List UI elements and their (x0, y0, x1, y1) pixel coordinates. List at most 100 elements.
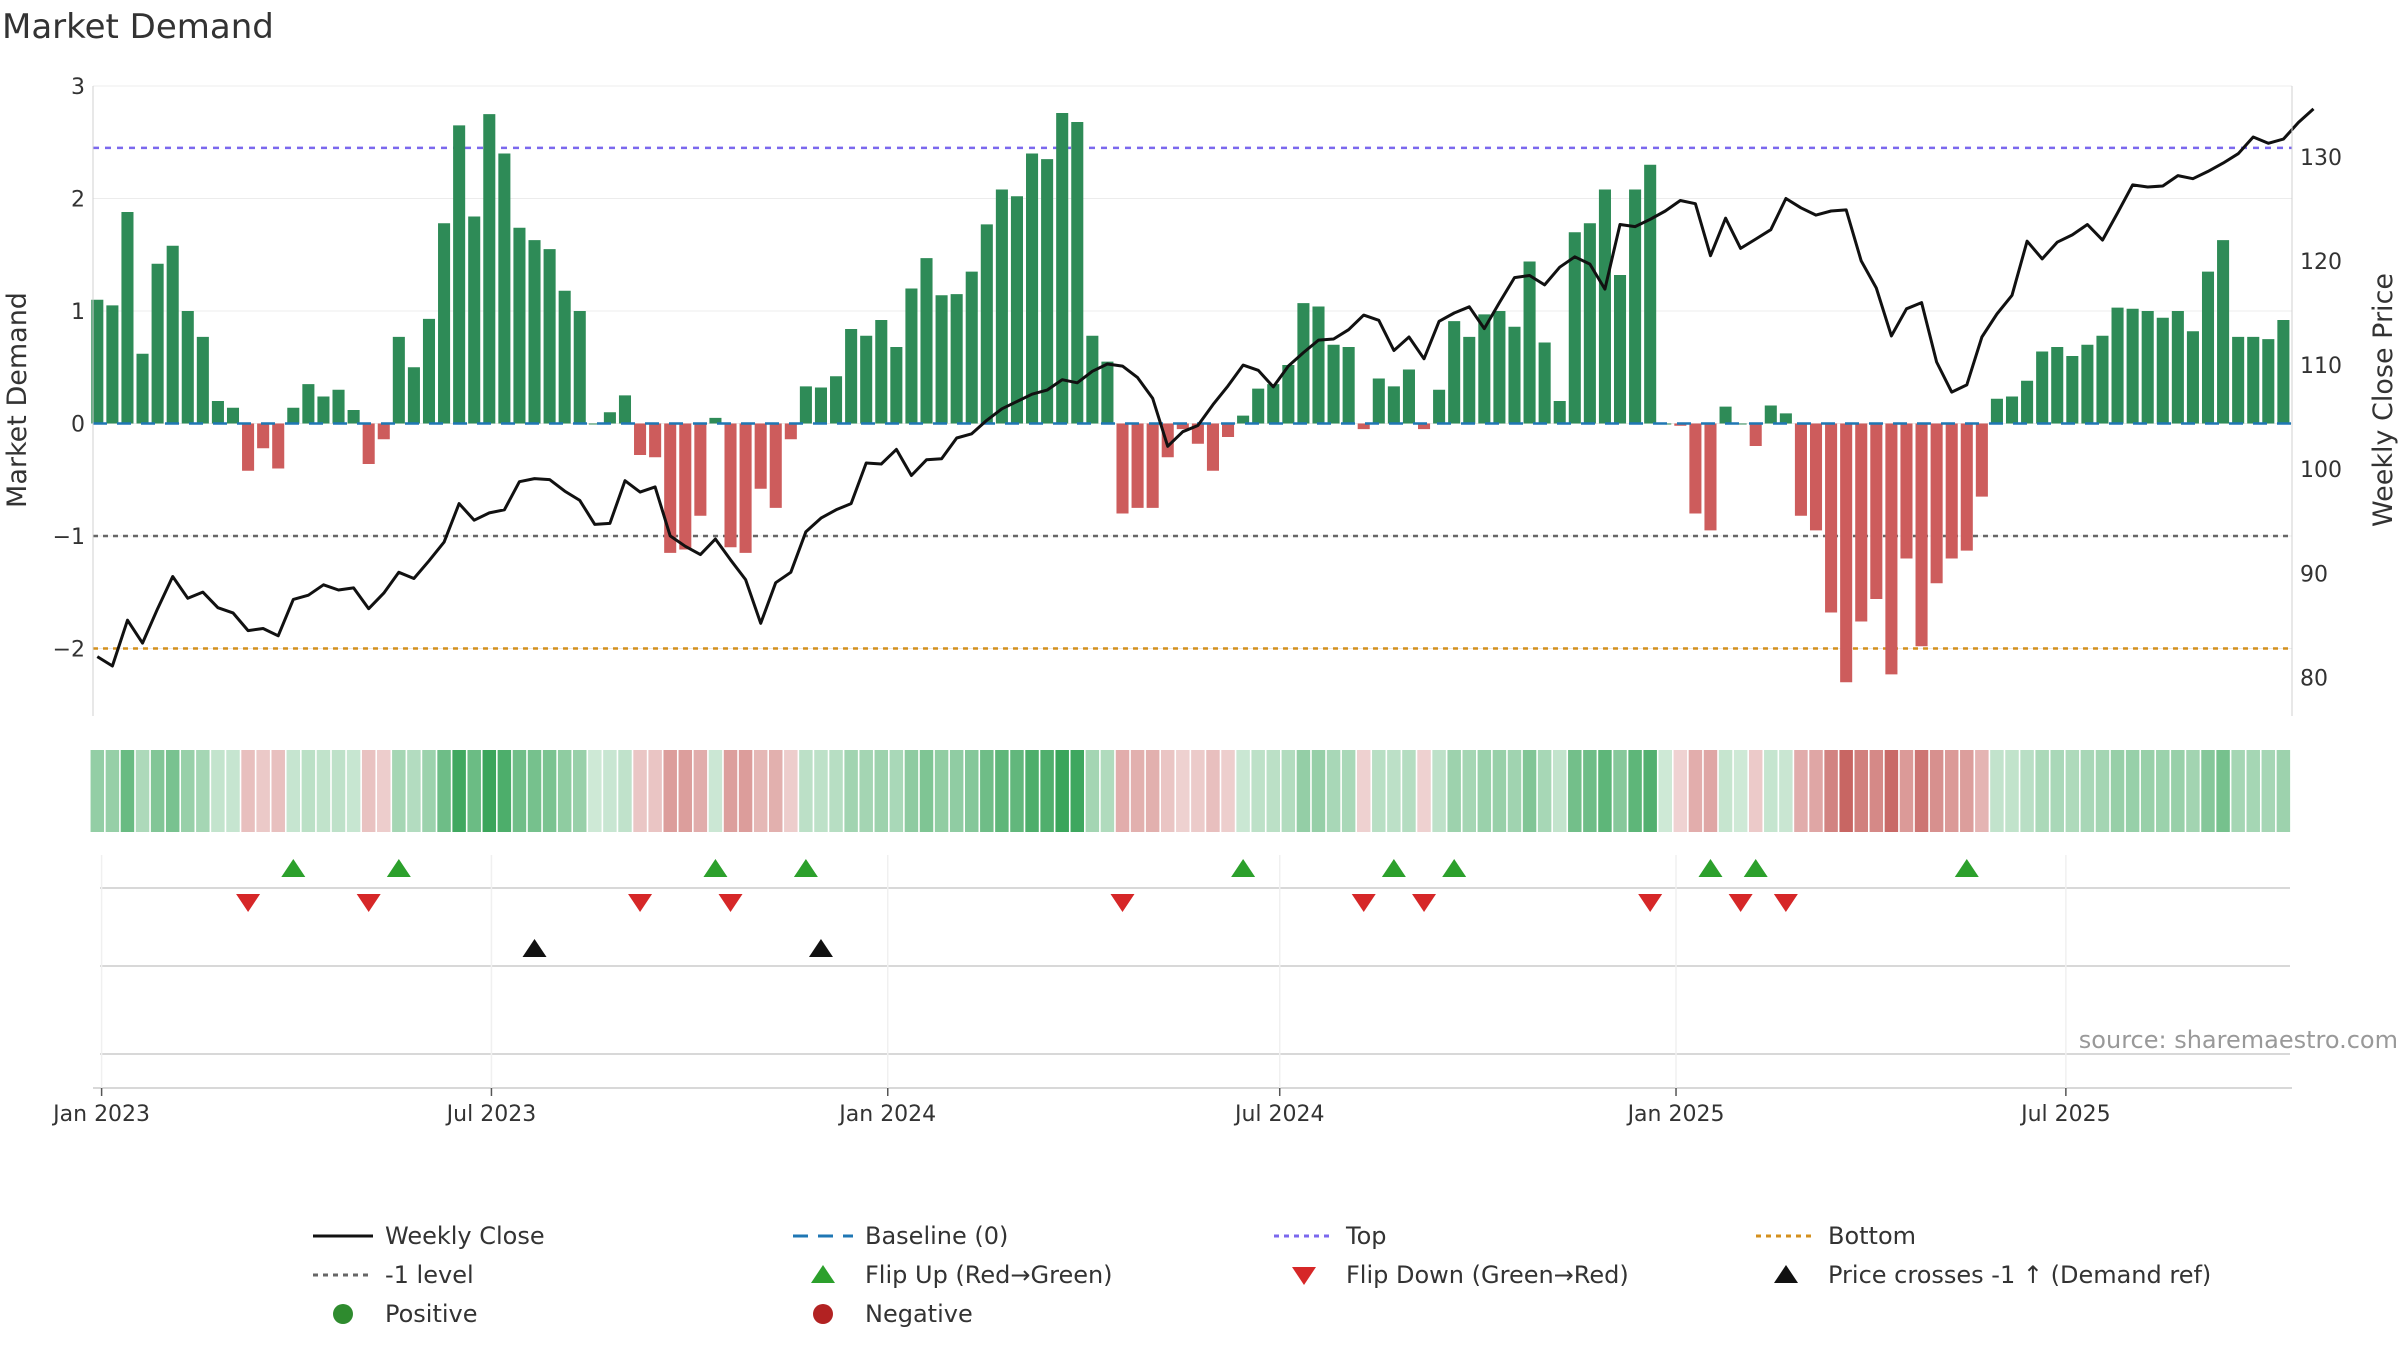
heat-cell (784, 750, 798, 832)
heat-cell (1568, 750, 1582, 832)
demand-bar (1116, 423, 1129, 514)
demand-bar (1297, 303, 1310, 424)
demand-bar (2021, 380, 2034, 424)
y-left-tick-label: 3 (71, 75, 85, 100)
demand-bar (226, 407, 240, 424)
demand-bar (1342, 347, 1355, 424)
heat-cell (527, 750, 542, 832)
demand-bar (1583, 223, 1596, 424)
heat-cell (1779, 750, 1793, 832)
demand-bar (2171, 311, 2184, 424)
heat-cell (1100, 750, 1115, 832)
heat-cell (1040, 750, 1054, 832)
demand-bar (302, 384, 315, 424)
legend-item-flip-up: Flip Up (Red→Green) (811, 1261, 1113, 1289)
heat-cell (1010, 750, 1024, 832)
legend-item-top: Top (1274, 1222, 1387, 1250)
heat-cell (980, 750, 994, 832)
heat-cell (1748, 750, 1763, 832)
heat-cell (467, 750, 481, 832)
heat-cell (316, 750, 331, 832)
heat-cell (2020, 750, 2034, 832)
demand-bar (1975, 423, 1988, 497)
heat-cell (753, 750, 768, 832)
flip-up-marker (703, 859, 728, 877)
demand-bar (1613, 275, 1627, 424)
demand-bar (151, 263, 164, 424)
heat-cell (211, 750, 225, 832)
demand-bar (513, 227, 526, 424)
flip-up-marker (1381, 859, 1406, 877)
demand-bar (528, 240, 541, 424)
flip-down-marker (628, 894, 653, 912)
heat-cell (452, 750, 466, 832)
demand-bar (1598, 189, 1611, 424)
demand-bar (121, 212, 134, 424)
demand-bar (1689, 423, 1702, 514)
demand-bar (1885, 423, 1898, 675)
heat-cell (1055, 750, 1069, 832)
price-cross-marker (522, 939, 547, 957)
heat-cell (1839, 750, 1853, 832)
x-tick-label: Jan 2025 (1626, 1102, 1725, 1127)
heat-cell (1884, 750, 1899, 832)
demand-bar (769, 423, 782, 508)
demand-bar (1493, 311, 1506, 424)
demand-bar (1508, 326, 1521, 424)
demand-bar (1478, 314, 1491, 424)
heat-cell (995, 750, 1009, 832)
flip-up-marker (793, 859, 818, 877)
demand-bar (1402, 369, 1415, 424)
heat-cell (1115, 750, 1130, 832)
heat-cell (2050, 750, 2064, 832)
demand-bar (2232, 336, 2245, 424)
heat-cell (844, 750, 858, 832)
demand-bar (1749, 423, 1762, 446)
flip-up-marker (1954, 859, 1979, 877)
demand-bar (830, 376, 843, 424)
demand-bar (106, 305, 119, 424)
x-tick-label: Jul 2023 (445, 1102, 537, 1127)
legend-label: Weekly Close (385, 1222, 545, 1250)
demand-bar (347, 410, 360, 424)
demand-bar (1523, 261, 1536, 424)
heat-cell (1688, 750, 1703, 832)
heat-cell (693, 750, 708, 832)
heat-cell (135, 750, 150, 832)
demand-bar (1704, 423, 1717, 531)
demand-bar (332, 389, 345, 424)
heat-cell (150, 750, 165, 832)
heat-cell (1447, 750, 1461, 832)
demand-bar (211, 401, 224, 424)
heat-cell (1794, 750, 1808, 832)
heat-cell (1160, 750, 1175, 832)
heat-cell (1658, 750, 1672, 832)
legend-label: Bottom (1828, 1222, 1916, 1250)
x-tick-label: Jul 2025 (2019, 1102, 2111, 1127)
demand-bar (1312, 306, 1325, 424)
heat-cell (346, 750, 361, 832)
heat-cell (1598, 750, 1612, 832)
legend-label: Baseline (0) (865, 1222, 1008, 1250)
demand-bar (1237, 415, 1250, 424)
heat-cell (1402, 750, 1416, 832)
demand-bar (860, 335, 873, 424)
demand-bar (1915, 423, 1928, 647)
flip-down-marker (1351, 894, 1376, 912)
demand-bar (498, 153, 511, 424)
legend-label: Negative (865, 1300, 973, 1328)
heat-cell (859, 750, 873, 832)
heat-cell (573, 750, 587, 832)
heat-cell (769, 750, 783, 832)
demand-bar (965, 271, 978, 424)
demand-bar (2156, 317, 2169, 424)
demand-bar (2005, 396, 2019, 424)
demand-bar (1448, 321, 1461, 424)
demand-bar (1719, 406, 1732, 424)
demand-bar (679, 423, 692, 550)
demand-bar (1644, 164, 1657, 424)
heat-cell (2276, 750, 2291, 832)
heat-cell (2080, 750, 2095, 832)
flip-down-marker (1110, 894, 1135, 912)
